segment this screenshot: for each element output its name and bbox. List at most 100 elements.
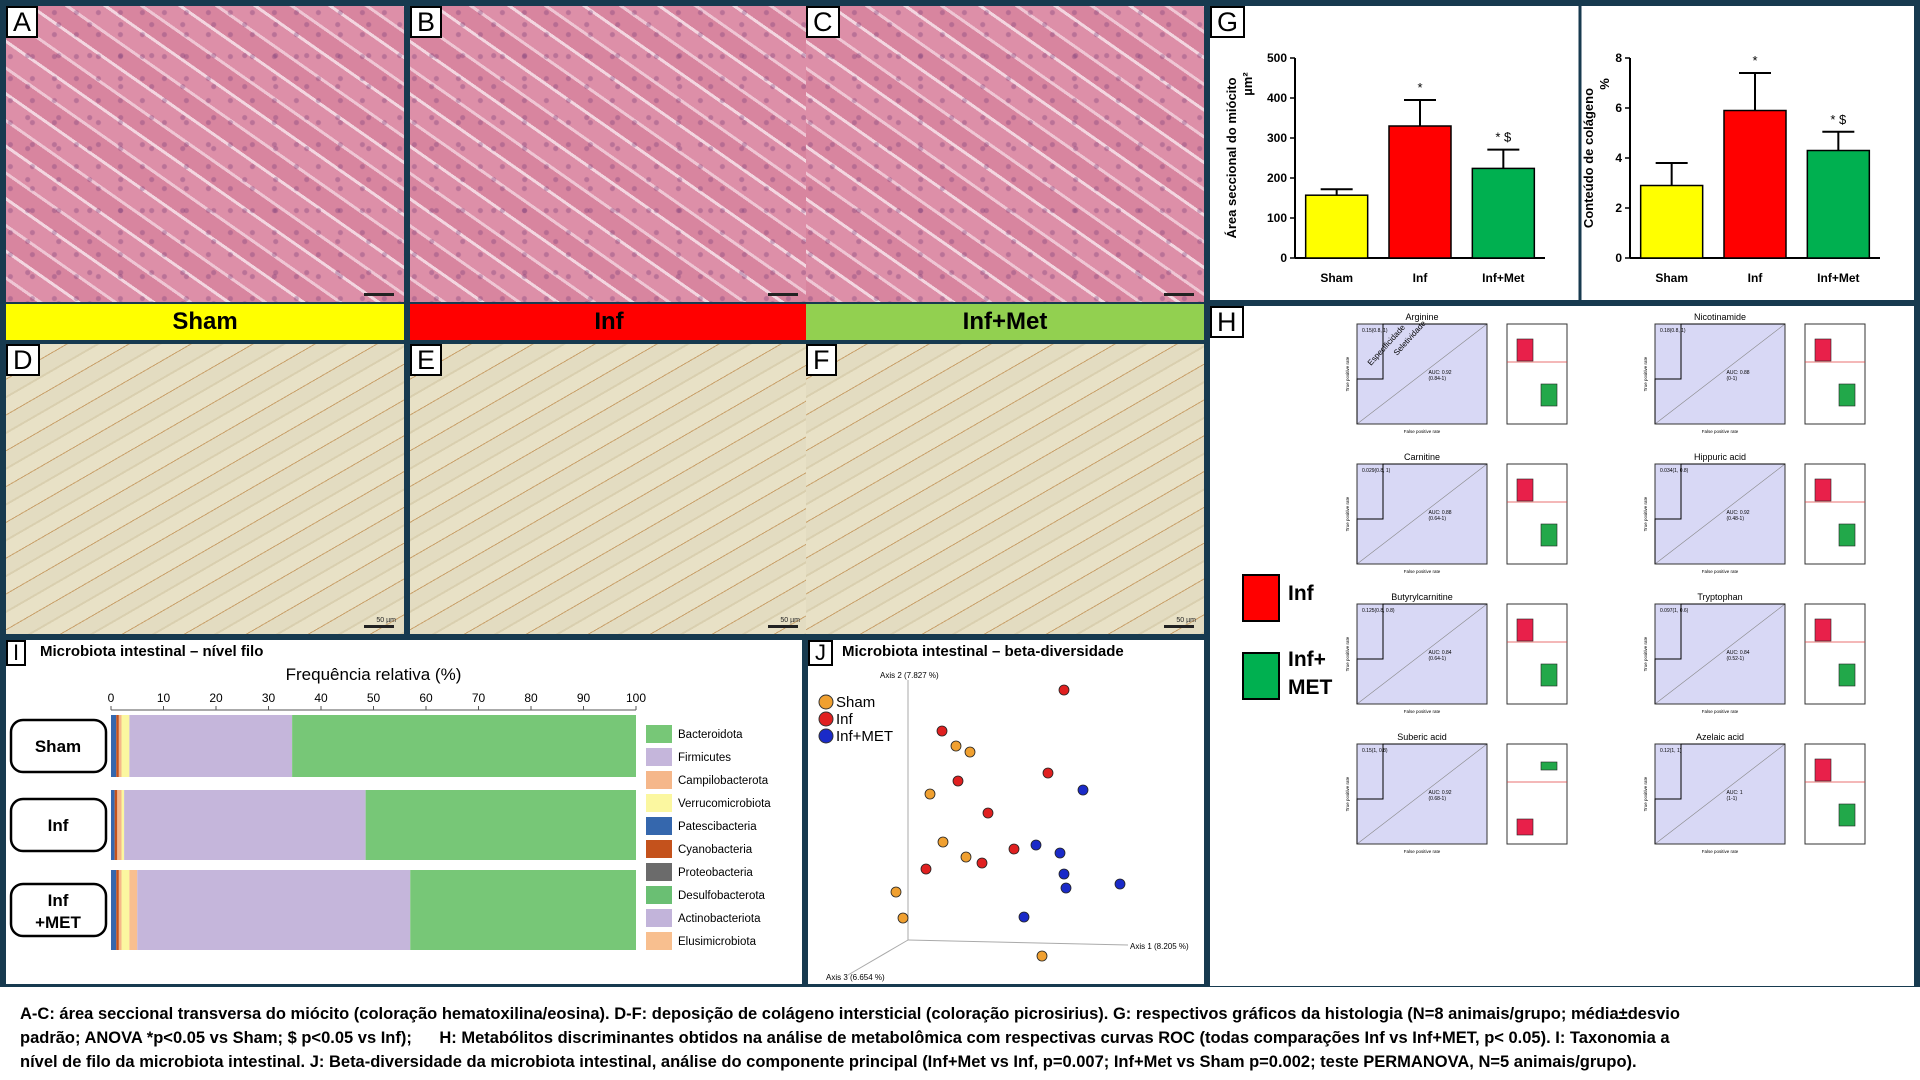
scale-bar: [364, 625, 394, 628]
roc-x-label: False positive rate: [1404, 709, 1441, 714]
scatter-point: [1060, 882, 1072, 894]
histology-panel-a: A: [6, 6, 404, 302]
scale-bar: [768, 293, 798, 296]
legend-label: Actinobacteriota: [678, 913, 761, 925]
scatter-point: [1114, 878, 1126, 890]
roc-diagonal: [1654, 463, 1786, 565]
boxplot-inf: [1516, 818, 1534, 836]
boxplot-infmet: [1838, 803, 1856, 827]
caption-line-1: A-C: área seccional transversa do miócit…: [20, 1005, 1680, 1023]
boxplot-infmet: [1838, 383, 1856, 407]
phylum-stacked-bar-chart: Frequência relativa (%) 0 10 20 30 40 50 60 70 80…: [9, 665, 771, 950]
stacked-segment: [118, 715, 122, 777]
roc-x-label: False positive rate: [1702, 429, 1739, 434]
caption-line-2: padrão; ANOVA *p<0.05 vs Sham; $ p<0.05 …: [20, 1029, 1670, 1047]
x-tick-label: 40: [314, 691, 328, 705]
boxplot-area: [1506, 463, 1568, 565]
bar: [1723, 109, 1787, 259]
x-tick-label: 10: [157, 691, 171, 705]
roc-diagonal: [1356, 603, 1488, 705]
bar: [1806, 149, 1871, 259]
scatter-point: [1042, 767, 1054, 779]
y-tick-label: 8: [1615, 51, 1622, 65]
legend-swatch: [646, 863, 672, 881]
legend-swatch: [646, 932, 672, 950]
axis-3-label: Axis 3 (6.654 %): [826, 973, 885, 982]
scatter-point: [1077, 784, 1089, 796]
histology-bar-charts: 0 100 200 300 400 500 Área seccional do miócit…: [1224, 6, 1880, 300]
x-tick-label: 100: [626, 691, 646, 705]
x-tick-label: Inf: [1413, 271, 1429, 285]
roc-x-label: False positive rate: [1702, 569, 1739, 574]
stacked-segment: [116, 870, 119, 950]
roc-x-label: False positive rate: [1702, 709, 1739, 714]
roc-curve: [1356, 603, 1487, 704]
axis-title: Frequência relativa (%): [286, 665, 462, 684]
panel-label-i: I: [6, 640, 27, 666]
roc-y-label: True positive rate: [1643, 636, 1648, 671]
scatter-point: [976, 857, 988, 869]
roc-ci: (0.84-1): [1429, 376, 1447, 382]
stacked-segment: [111, 790, 115, 860]
scale-text: 50 µm: [1176, 617, 1196, 624]
figure-caption: A-C: área seccional transversa do miócit…: [20, 1002, 1900, 1074]
bar: [1388, 125, 1452, 259]
boxplot-infmet: [1540, 761, 1558, 771]
panel-h: H Inf Inf+ MET Arginine 0.15(0.8, 1) AUC: …: [1210, 306, 1914, 986]
scatter-point: [952, 775, 964, 787]
stacked-segment: [124, 790, 366, 860]
metabolite-name: Azelaic acid: [1696, 732, 1744, 742]
roc-curve: [1356, 463, 1487, 564]
roc-auc: AUC: 0.92: [1727, 510, 1750, 516]
roc-cutoff: 0.12(1, 1): [1660, 748, 1682, 754]
roc-diagonal: [1654, 743, 1786, 845]
roc-y-label: True positive rate: [1643, 776, 1648, 811]
group-label: Inf: [48, 816, 69, 835]
scatter-point: [936, 725, 948, 737]
bar: [1304, 194, 1369, 259]
stacked-segment: [129, 870, 138, 950]
stacked-segment: [410, 870, 636, 950]
x-tick-label: 60: [419, 691, 433, 705]
scale-text: 50 µm: [780, 617, 800, 624]
legend-swatch: [646, 840, 672, 858]
legend-swatch: [646, 748, 672, 766]
roc-auc: AUC: 0.88: [1727, 370, 1750, 376]
roc-y-label: True positive rate: [1345, 636, 1350, 671]
scatter-point: [890, 886, 902, 898]
roc-auc: AUC: 0.92: [1429, 790, 1452, 796]
roc-auc: AUC: 0.84: [1727, 650, 1750, 656]
scatter-point: [1030, 839, 1042, 851]
roc-ci: (0.48-1): [1727, 516, 1745, 522]
y-axis-label: Área seccional do miócito: [1224, 77, 1239, 238]
roc-cutoff: 0.029(0.8, 1): [1362, 468, 1391, 474]
x-tick-label: 20: [209, 691, 223, 705]
significance-mark: *: [1417, 80, 1422, 95]
legend-marker: [818, 694, 834, 710]
roc-auc: AUC: 0.88: [1429, 510, 1452, 516]
scatter-point: [982, 807, 994, 819]
group-label: Sham: [35, 737, 81, 756]
boxplot-infmet: [1838, 523, 1856, 547]
legend-swatch: [646, 794, 672, 812]
roc-ci: (1-1): [1727, 796, 1738, 802]
significance-mark: *: [1752, 53, 1757, 68]
roc-auc: AUC: 0.92: [1429, 370, 1452, 376]
roc-ci: (0.64-1): [1429, 516, 1447, 522]
legend-swatch: [646, 771, 672, 789]
boxplot-inf: [1814, 618, 1832, 642]
roc-curve: [1356, 743, 1487, 844]
scale-text: 50 µm: [376, 617, 396, 624]
legend-label: Cyanobacteria: [678, 844, 753, 856]
roc-diagonal: [1356, 743, 1488, 845]
stacked-segment: [111, 870, 117, 950]
y-tick-label: 400: [1267, 91, 1287, 105]
roc-ci: (0.64-1): [1429, 656, 1447, 662]
histology-panel-f: F 50 µm: [806, 344, 1204, 634]
scale-bar: [1164, 293, 1194, 296]
panel-g: G 0 100 200 300 400 500 Área seccional do mióc…: [1210, 6, 1914, 300]
stacked-segment: [121, 790, 125, 860]
y-tick-label: 100: [1267, 211, 1287, 225]
axis-1-line: [907, 939, 1129, 946]
stacked-segment: [111, 715, 117, 777]
